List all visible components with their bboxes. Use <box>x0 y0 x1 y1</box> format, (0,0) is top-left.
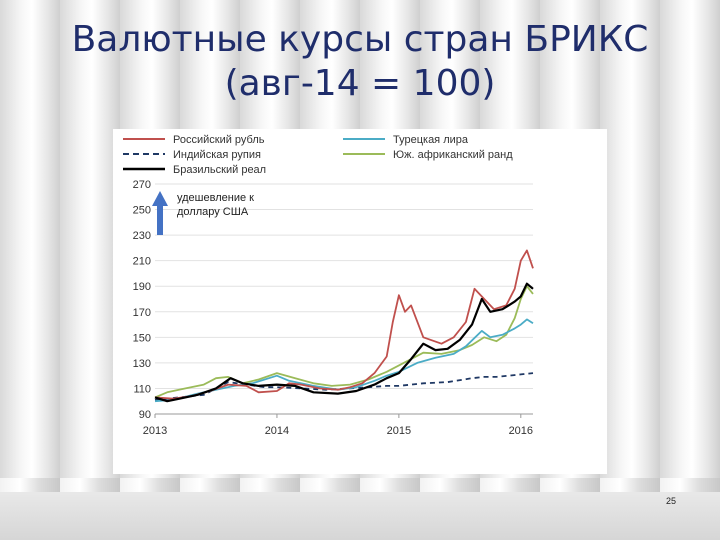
y-tick-label: 130 <box>133 358 151 370</box>
y-tick-label: 250 <box>133 205 151 217</box>
page-number: 25 <box>665 496 676 506</box>
y-tick-label: 210 <box>133 256 151 268</box>
series-line <box>154 249 534 400</box>
series-line <box>154 372 534 401</box>
legend-label: Турецкая лира <box>393 134 469 146</box>
slide-title-line1: Валютные курсы стран БРИКС <box>71 19 649 60</box>
slide-title-line2: (авг-14 = 100) <box>224 63 496 104</box>
y-tick-label: 110 <box>133 383 151 395</box>
x-tick-label: 2013 <box>143 425 167 437</box>
slide-floor <box>0 478 720 540</box>
legend-label: Российский рубль <box>173 134 265 146</box>
legend-label: Бразильский реал <box>173 164 266 176</box>
line-chart: 90 110 130 150 170 190 210 230 250 270 2013 2014 201… <box>123 134 534 437</box>
y-tick-label: 270 <box>133 179 151 191</box>
annotation-arrow-head <box>152 191 168 206</box>
y-tick-label: 150 <box>133 332 151 344</box>
annotation-text: удешевление к <box>177 192 254 204</box>
legend-label: Индийская рупия <box>173 149 261 161</box>
y-tick-label: 190 <box>133 281 151 293</box>
x-tick-label: 2014 <box>265 425 289 437</box>
series-line <box>154 282 534 403</box>
y-tick-label: 230 <box>133 230 151 242</box>
annotation-text: доллару США <box>177 206 249 218</box>
slide-title: Валютные курсы стран БРИКС (авг-14 = 100… <box>0 18 720 106</box>
x-tick-label: 2016 <box>509 425 533 437</box>
y-tick-label: 170 <box>133 307 151 319</box>
chart-panel: 90 110 130 150 170 190 210 230 250 270 2013 2014 201… <box>113 129 607 474</box>
legend-label: Юж. африканский ранд <box>393 149 513 161</box>
series-line <box>154 285 534 399</box>
y-tick-label: 90 <box>139 409 151 421</box>
x-tick-label: 2015 <box>387 425 411 437</box>
